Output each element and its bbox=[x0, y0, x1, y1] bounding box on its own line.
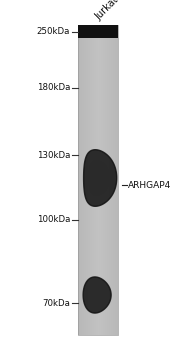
Text: 180kDa: 180kDa bbox=[37, 84, 70, 92]
Bar bbox=[117, 25, 118, 335]
Bar bbox=[98, 25, 99, 335]
Bar bbox=[94, 25, 95, 335]
Bar bbox=[93, 25, 94, 335]
Text: 250kDa: 250kDa bbox=[37, 28, 70, 36]
Bar bbox=[95, 25, 96, 335]
Bar bbox=[104, 25, 105, 335]
Bar bbox=[97, 25, 98, 335]
Bar bbox=[84, 25, 85, 335]
Bar bbox=[85, 25, 86, 335]
Bar bbox=[111, 25, 112, 335]
Bar bbox=[83, 25, 84, 335]
Text: 130kDa: 130kDa bbox=[37, 150, 70, 160]
Bar bbox=[82, 25, 83, 335]
Text: 100kDa: 100kDa bbox=[37, 216, 70, 224]
Text: 70kDa: 70kDa bbox=[42, 299, 70, 308]
Bar bbox=[114, 25, 115, 335]
Bar bbox=[79, 25, 80, 335]
Bar bbox=[86, 25, 87, 335]
Text: ARHGAP4: ARHGAP4 bbox=[128, 181, 171, 189]
Bar bbox=[109, 25, 110, 335]
Bar bbox=[110, 25, 111, 335]
Polygon shape bbox=[84, 150, 117, 206]
Text: Jurkat: Jurkat bbox=[93, 0, 120, 22]
Bar bbox=[116, 25, 117, 335]
Bar bbox=[78, 25, 118, 38]
Bar bbox=[90, 25, 91, 335]
Bar bbox=[115, 25, 116, 335]
Bar bbox=[101, 25, 102, 335]
Bar bbox=[102, 25, 103, 335]
Bar bbox=[105, 25, 106, 335]
Bar bbox=[89, 25, 90, 335]
Bar bbox=[100, 25, 101, 335]
Bar bbox=[107, 25, 108, 335]
Bar bbox=[81, 25, 82, 335]
Bar bbox=[78, 25, 118, 335]
Bar bbox=[87, 25, 88, 335]
Bar bbox=[91, 25, 92, 335]
Bar bbox=[78, 25, 79, 335]
Bar bbox=[106, 25, 107, 335]
Bar bbox=[92, 25, 93, 335]
Bar bbox=[112, 25, 113, 335]
Bar bbox=[88, 25, 89, 335]
Bar bbox=[103, 25, 104, 335]
Polygon shape bbox=[89, 161, 109, 195]
Bar bbox=[108, 25, 109, 335]
Bar bbox=[96, 25, 97, 335]
Polygon shape bbox=[83, 277, 111, 313]
Bar bbox=[80, 25, 81, 335]
Bar bbox=[113, 25, 114, 335]
Bar bbox=[99, 25, 100, 335]
